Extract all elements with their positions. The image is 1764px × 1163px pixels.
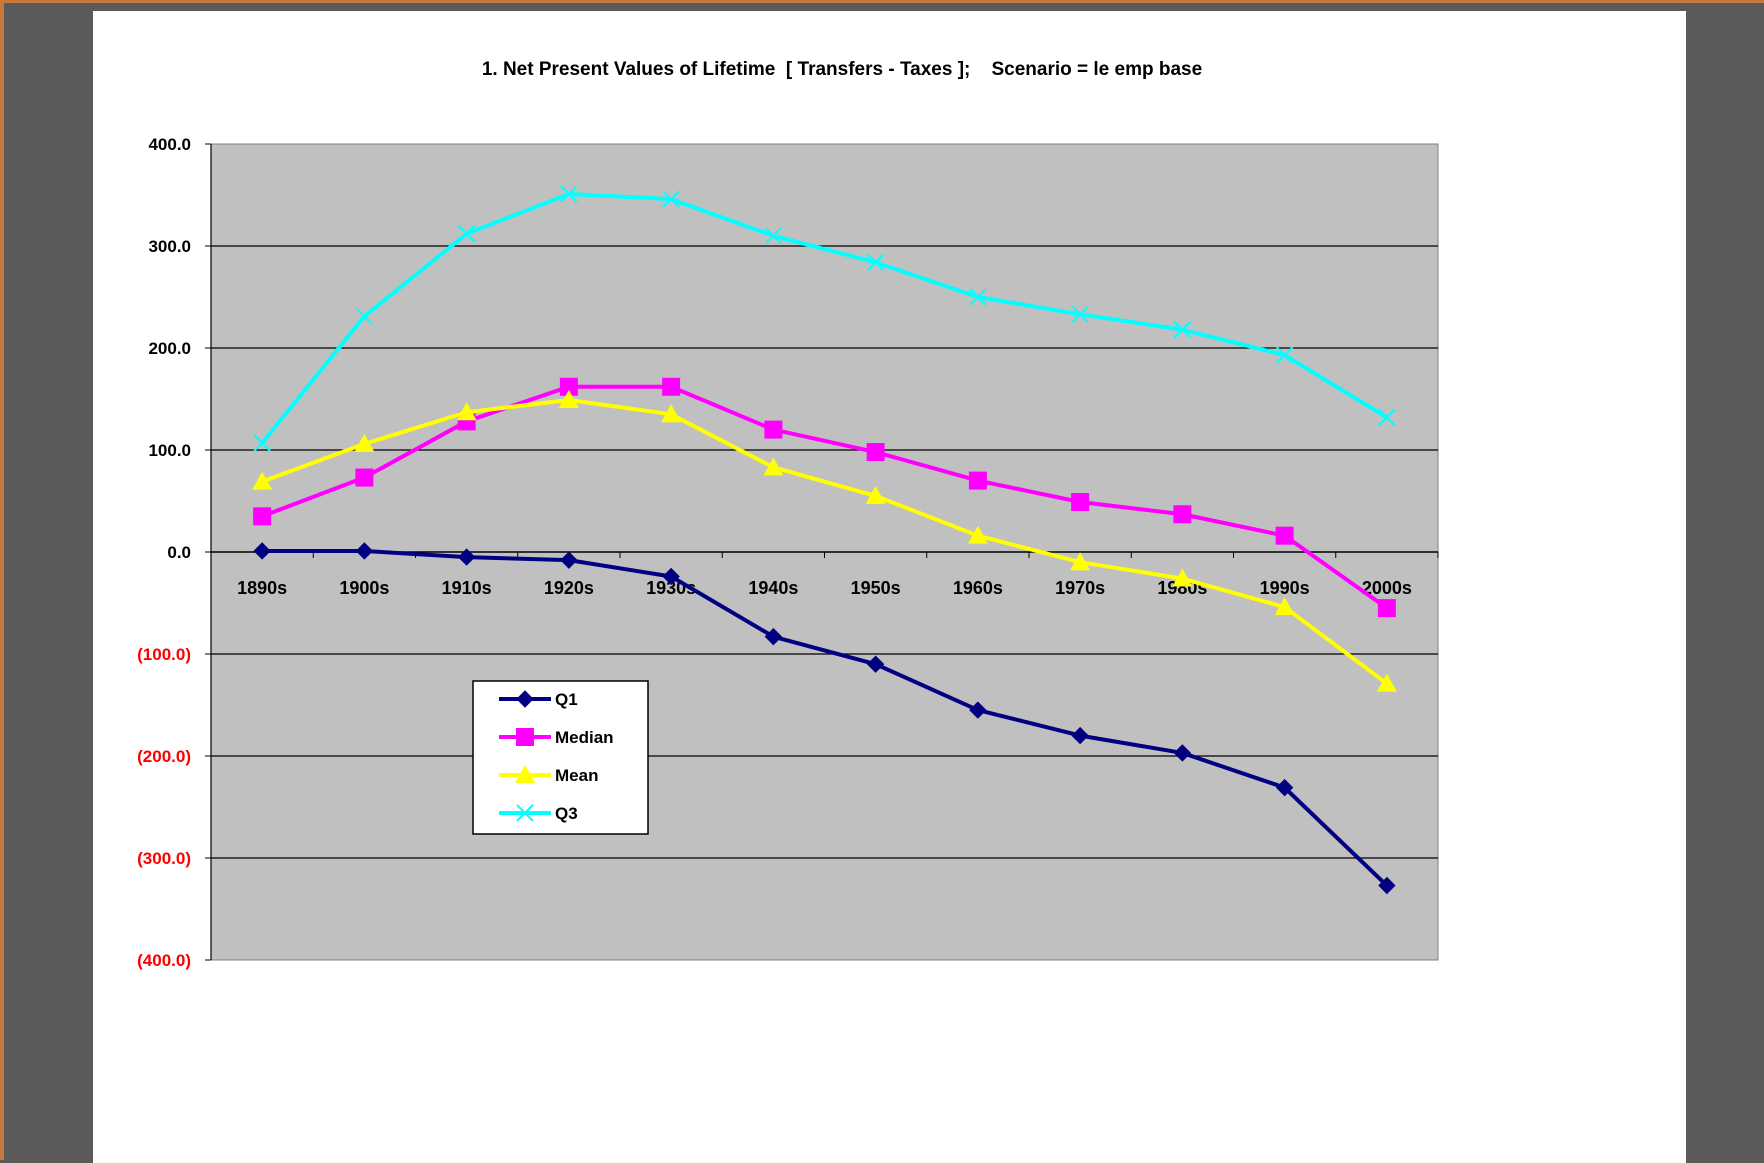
legend-marker-q3 — [516, 804, 534, 822]
series — [252, 185, 1397, 895]
point-q1 — [1275, 778, 1294, 797]
point-q3 — [560, 185, 578, 203]
axes: 400.0 300.0 200.0 100.0 0.0 (100.0) (200.0) (30… — [137, 135, 1439, 970]
point-q3 — [1173, 320, 1192, 339]
x-tick-label: 1900s — [339, 578, 389, 598]
chart-sheet: 1. Net Present Values of Lifetime [ Tran… — [93, 11, 1686, 1163]
legend-marker-median — [516, 728, 534, 746]
point-mean — [558, 390, 579, 409]
point-median — [355, 468, 374, 487]
point-median — [968, 471, 987, 490]
point-q1 — [1378, 876, 1396, 895]
point-q1 — [1173, 744, 1192, 762]
x-tick-label: 1890s — [237, 578, 287, 598]
point-mean — [252, 471, 273, 490]
point-mean — [967, 525, 988, 544]
point-q3 — [969, 288, 987, 306]
chart-title: 1. Net Present Values of Lifetime [ Tran… — [482, 59, 1202, 80]
point-q3 — [1275, 346, 1294, 364]
y-tick-label: (100.0) — [137, 645, 191, 664]
point-mean — [354, 433, 375, 452]
x-tick-label: 1970s — [1055, 578, 1105, 598]
legend-label-mean: Mean — [555, 766, 598, 785]
point-q1 — [866, 655, 885, 673]
y-tick-label: (400.0) — [137, 951, 191, 970]
y-tick-label: (300.0) — [137, 849, 191, 868]
point-mean — [456, 402, 477, 421]
point-median — [764, 420, 783, 439]
legend-marker-q1 — [516, 690, 534, 708]
point-q1 — [969, 701, 987, 719]
point-median — [1173, 505, 1192, 524]
point-mean — [1070, 552, 1091, 571]
y-tick-label: 300.0 — [148, 237, 191, 256]
y-tick-label: 400.0 — [148, 135, 191, 154]
legend-marker-mean — [515, 765, 535, 783]
point-q3 — [662, 190, 680, 208]
legend-label-q1: Q1 — [555, 690, 578, 709]
x-tick-label: 1940s — [748, 578, 798, 598]
point-q1 — [662, 567, 680, 586]
point-q1 — [1071, 726, 1089, 745]
series-line-q1 — [262, 548, 1389, 887]
point-mean — [661, 404, 682, 423]
point-mean — [865, 485, 886, 504]
point-median — [866, 443, 885, 462]
legend-label-median: Median — [555, 728, 614, 747]
point-q3 — [457, 225, 476, 243]
point-q1 — [253, 542, 271, 560]
point-q1 — [457, 548, 476, 566]
legend: Q1 Median Mean Q3 — [472, 680, 649, 835]
point-median — [253, 507, 272, 526]
x-tick-label: 1920s — [544, 578, 594, 598]
point-q3 — [355, 307, 374, 326]
point-mean — [763, 457, 784, 476]
y-tick-label: (200.0) — [137, 747, 191, 766]
legend-label-q3: Q3 — [555, 804, 578, 823]
series-line-mean — [261, 398, 1389, 686]
x-tick-label: 1910s — [442, 578, 492, 598]
y-tick-label: 100.0 — [148, 441, 191, 460]
point-q3 — [1378, 408, 1396, 427]
point-q3 — [764, 227, 783, 245]
x-tick-label: 1960s — [953, 578, 1003, 598]
legend-box — [472, 680, 649, 835]
y-tick-label: 200.0 — [148, 339, 191, 358]
point-median — [662, 377, 681, 396]
point-q1 — [355, 542, 374, 560]
x-tick-label: 1950s — [851, 578, 901, 598]
point-median — [1275, 526, 1294, 545]
point-q1 — [764, 627, 783, 646]
y-tick-label: 0.0 — [167, 543, 191, 562]
point-q3 — [866, 253, 885, 272]
line-chart: 1. Net Present Values of Lifetime [ Tran… — [137, 59, 1439, 970]
point-mean — [1376, 673, 1397, 692]
point-mean — [1172, 568, 1193, 587]
x-tick-label: 2000s — [1362, 578, 1412, 598]
point-q3 — [1071, 305, 1089, 324]
x-tick-label: 1990s — [1260, 578, 1310, 598]
point-mean — [1274, 597, 1295, 616]
series-line-median — [261, 384, 1389, 610]
point-median — [559, 377, 578, 396]
point-median — [1377, 599, 1396, 618]
point-q1 — [560, 551, 578, 569]
series-line-q3 — [260, 191, 1388, 445]
point-q3 — [253, 434, 271, 452]
point-median — [1071, 493, 1090, 512]
